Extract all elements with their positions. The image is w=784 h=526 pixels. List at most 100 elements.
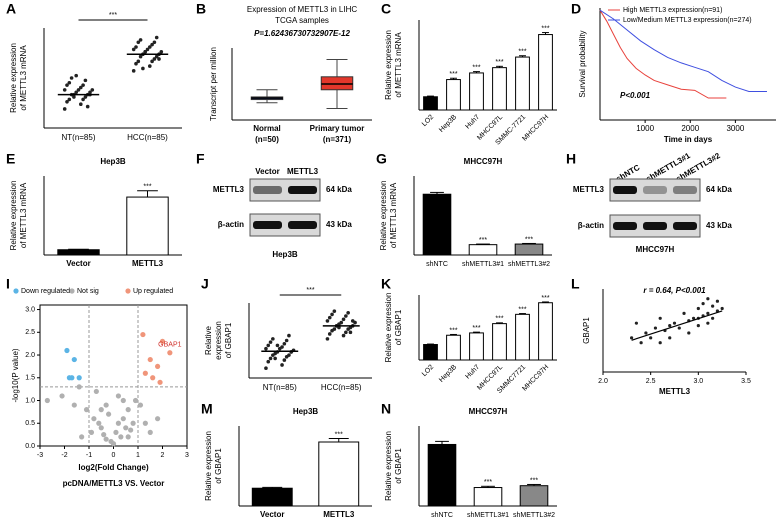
bar <box>446 334 461 361</box>
data-point <box>136 59 141 64</box>
data-point <box>687 331 691 335</box>
data-point <box>330 312 334 317</box>
x-tick-label: shMETTL3#2 <box>513 512 555 519</box>
panel-letter: M <box>201 401 213 417</box>
blot-caption: MHCC97H <box>636 245 675 254</box>
bar <box>251 487 293 507</box>
data-point <box>76 88 81 92</box>
data-point <box>128 427 134 433</box>
blot-band <box>673 222 697 230</box>
data-point <box>79 102 83 106</box>
x-tick-label: 1000 <box>636 124 654 133</box>
data-point <box>341 333 346 338</box>
data-point <box>157 379 163 385</box>
x-tick-note: (n=50) <box>255 135 279 144</box>
x-tick-label: 2.0 <box>598 378 608 385</box>
y-tick-label: 3.0 <box>25 306 35 313</box>
y-axis-label: of GBAP1 <box>214 448 223 484</box>
data-point <box>701 302 705 306</box>
x-tick-label: 3.5 <box>741 378 751 385</box>
y-axis-label: -log10(P value) <box>11 348 20 402</box>
data-point <box>273 356 277 361</box>
significance-label: *** <box>495 59 503 66</box>
bar <box>468 244 498 256</box>
blot-band <box>253 186 282 194</box>
x-tick-label: -3 <box>37 452 43 459</box>
data-point <box>154 54 159 59</box>
bar <box>57 249 100 256</box>
data-point <box>118 434 124 440</box>
data-point <box>145 47 150 52</box>
data-point <box>271 337 275 341</box>
panel-letter: D <box>571 1 581 17</box>
size-label: 43 kDa <box>706 221 732 230</box>
x-axis-label: log2(Fold Change) <box>78 463 149 472</box>
caption: pcDNA/METTL3 VS. Vector <box>63 479 165 488</box>
data-point <box>136 40 141 45</box>
blot-strip <box>249 213 321 237</box>
y-axis-label: of METTL3 mRNA <box>19 45 28 111</box>
bar <box>492 67 507 111</box>
x-tick-label: 2.5 <box>646 378 656 385</box>
data-point <box>150 59 154 64</box>
data-point <box>98 407 104 413</box>
data-point <box>350 319 355 323</box>
data-point <box>143 50 147 54</box>
data-point <box>159 50 164 54</box>
x-tick-label: METTL3 <box>323 510 355 519</box>
data-point <box>79 85 83 90</box>
x-tick-label: 0 <box>112 452 116 459</box>
point-label: GBAP1 <box>158 342 181 349</box>
data-point <box>110 441 117 447</box>
panel-letter: A <box>6 1 16 17</box>
data-point <box>327 315 332 320</box>
panel-letter: I <box>6 276 10 292</box>
data-point <box>98 425 104 431</box>
row-label: METTL3 <box>573 185 605 194</box>
panel-letter: H <box>566 151 576 167</box>
data-point <box>152 57 157 61</box>
legend-label: Up regulated <box>133 288 173 295</box>
data-point <box>282 358 287 362</box>
row-label: β-actin <box>218 220 244 229</box>
data-point <box>668 324 672 328</box>
y-tick-label: 0.0 <box>25 443 35 450</box>
significance-label: *** <box>479 237 487 244</box>
bar <box>538 302 553 361</box>
data-point <box>682 311 686 316</box>
legend-label: High METTL3 expression(n=91) <box>623 7 722 14</box>
data-point <box>157 57 161 61</box>
data-point <box>65 100 69 104</box>
x-tick-label: 3.0 <box>693 378 703 385</box>
x-tick-label: -1 <box>86 452 92 459</box>
y-tick-label: 1.5 <box>25 375 35 382</box>
significance-label: *** <box>518 49 526 56</box>
data-point <box>332 327 337 331</box>
x-axis-label: METTL3 <box>659 387 691 396</box>
significance-label: *** <box>541 25 549 32</box>
data-point <box>325 337 330 341</box>
lane-label: METTL3 <box>287 167 319 176</box>
significance-label: *** <box>449 327 457 334</box>
data-point <box>93 388 99 395</box>
significance-label: *** <box>449 71 457 78</box>
x-tick-label: NT(n=85) <box>263 383 297 392</box>
significance-label: *** <box>484 479 492 486</box>
legend-swatch <box>125 288 131 294</box>
data-point <box>130 420 136 426</box>
data-point <box>344 330 348 335</box>
data-point <box>81 83 85 87</box>
data-point <box>327 332 332 336</box>
data-point <box>76 384 82 390</box>
data-point <box>59 393 65 399</box>
x-tick-label: Normal <box>253 124 281 133</box>
bar <box>519 485 549 507</box>
chart-title: Expression of METTL3 in LIHC <box>247 5 357 14</box>
data-point <box>155 363 161 370</box>
legend-label: Not sig <box>77 288 99 295</box>
y-axis-label: expression <box>214 321 223 360</box>
y-axis-label: of GBAP1 <box>394 448 403 484</box>
y-axis-label: Relative expression <box>384 30 393 100</box>
data-point <box>74 90 78 95</box>
